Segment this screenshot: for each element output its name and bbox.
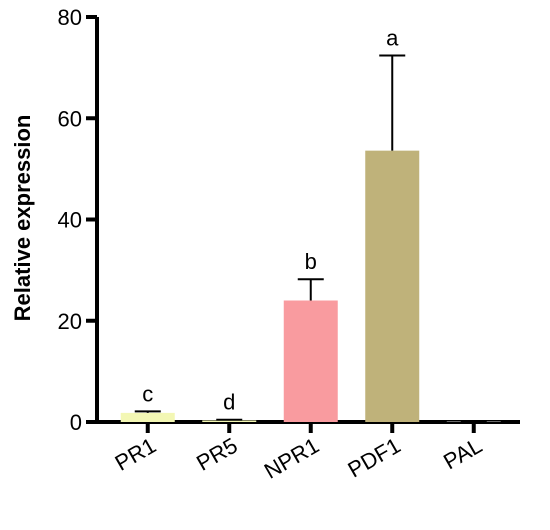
bar — [283, 300, 338, 422]
y-tick-label: 0 — [70, 410, 82, 435]
x-tick-label: PR5 — [192, 433, 242, 476]
bars: c d b a — [120, 25, 501, 422]
significance-label: a — [386, 25, 399, 50]
x-tick-label: PAL — [439, 433, 486, 475]
bar — [120, 412, 175, 422]
bar — [365, 150, 420, 422]
y-tick-label: 20 — [58, 309, 82, 334]
x-tick-label: NPR1 — [260, 433, 323, 484]
y-tick-label: 80 — [58, 5, 82, 30]
significance-label: d — [223, 390, 235, 415]
bar — [202, 420, 257, 422]
y-tick-label: 60 — [58, 106, 82, 131]
significance-label: c — [142, 381, 153, 406]
x-tick-label: PR1 — [111, 433, 161, 476]
significance-label: b — [305, 249, 317, 274]
y-tick-label: 40 — [58, 208, 82, 233]
x-tick-label: PDF1 — [344, 433, 405, 483]
y-axis-title: Relative expression — [10, 115, 35, 322]
